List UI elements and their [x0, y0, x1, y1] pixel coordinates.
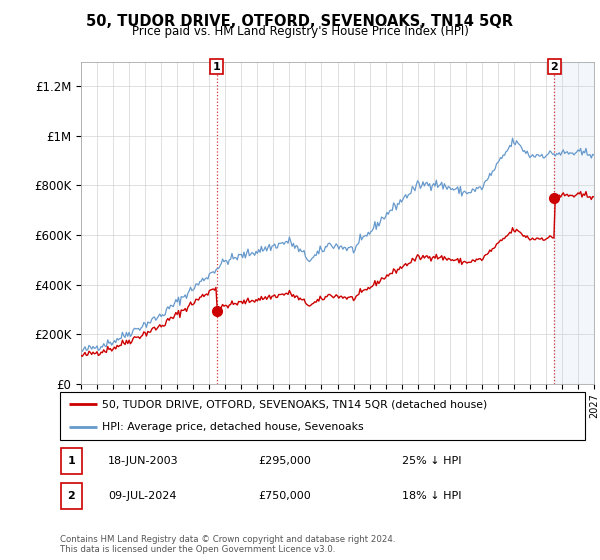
Text: £295,000: £295,000	[258, 456, 311, 466]
Text: 09-JUL-2024: 09-JUL-2024	[108, 491, 176, 501]
Text: £750,000: £750,000	[258, 491, 311, 501]
FancyBboxPatch shape	[61, 483, 82, 509]
Text: 18% ↓ HPI: 18% ↓ HPI	[402, 491, 461, 501]
Text: HPI: Average price, detached house, Sevenoaks: HPI: Average price, detached house, Seve…	[102, 422, 364, 432]
FancyBboxPatch shape	[61, 448, 82, 474]
Text: Contains HM Land Registry data © Crown copyright and database right 2024.
This d: Contains HM Land Registry data © Crown c…	[60, 535, 395, 554]
Bar	[554, 62, 594, 384]
Text: 18-JUN-2003: 18-JUN-2003	[108, 456, 179, 466]
Text: 1: 1	[68, 456, 75, 466]
Text: 50, TUDOR DRIVE, OTFORD, SEVENOAKS, TN14 5QR: 50, TUDOR DRIVE, OTFORD, SEVENOAKS, TN14…	[86, 14, 514, 29]
Text: 25% ↓ HPI: 25% ↓ HPI	[402, 456, 461, 466]
FancyBboxPatch shape	[60, 392, 585, 440]
Text: Price paid vs. HM Land Registry's House Price Index (HPI): Price paid vs. HM Land Registry's House …	[131, 25, 469, 38]
Text: 2: 2	[68, 491, 75, 501]
Text: 2: 2	[550, 62, 558, 72]
Text: 1: 1	[213, 62, 220, 72]
Text: 50, TUDOR DRIVE, OTFORD, SEVENOAKS, TN14 5QR (detached house): 50, TUDOR DRIVE, OTFORD, SEVENOAKS, TN14…	[102, 399, 487, 409]
